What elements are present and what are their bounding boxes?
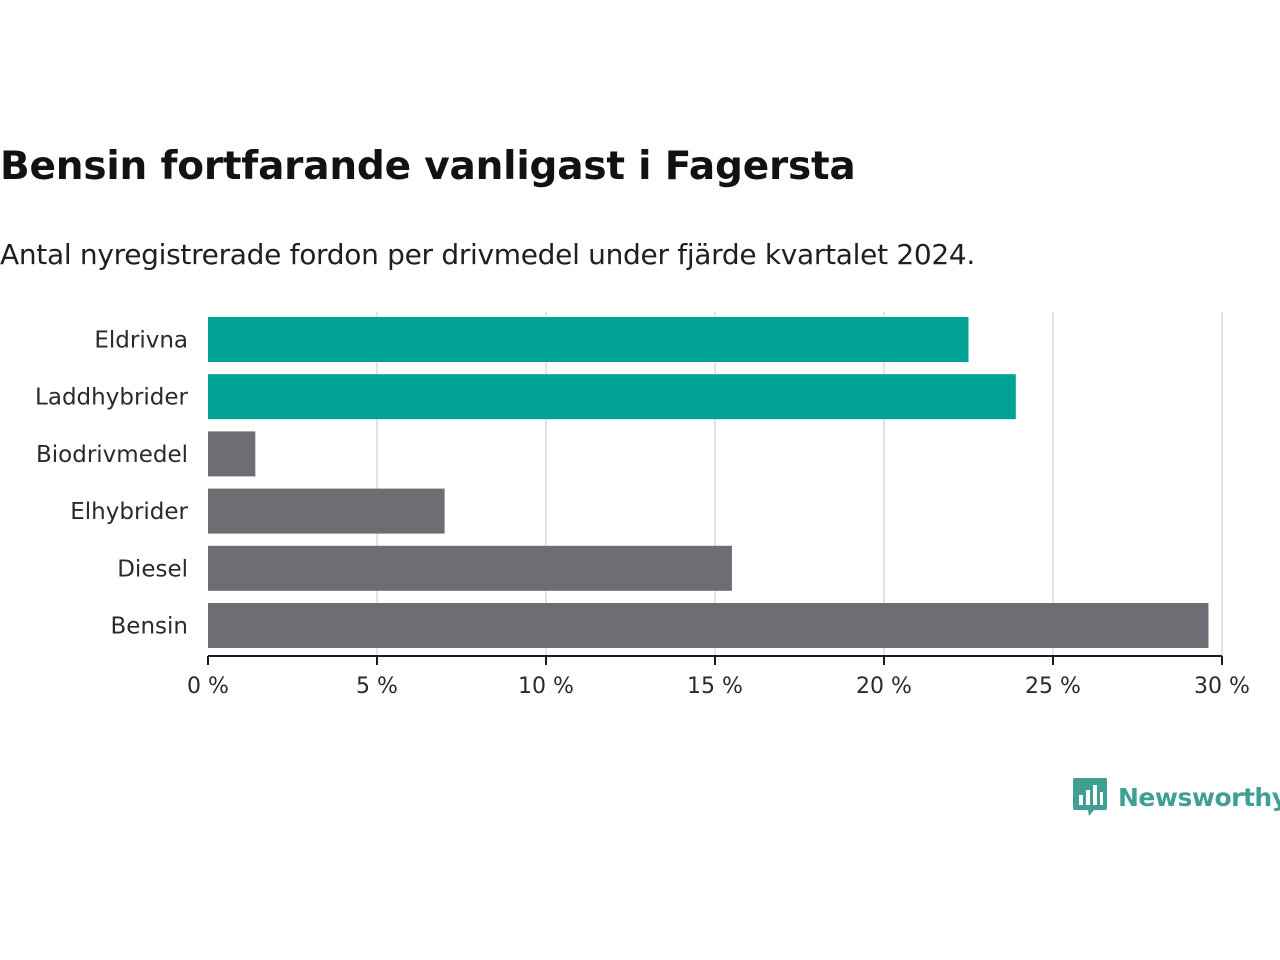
bar-chart-speech-bubble-icon <box>1073 778 1107 816</box>
bar-elhybrider <box>208 488 445 534</box>
chart-title: Bensin fortfarande vanligast i Fagersta <box>0 144 856 189</box>
category-label-eldrivna: Eldrivna <box>94 328 188 354</box>
category-label-bensin: Bensin <box>111 614 188 640</box>
category-label-elhybrider: Elhybrider <box>70 499 188 525</box>
bar-laddhybrider <box>208 374 1016 420</box>
x-tick-label: 20 % <box>856 674 912 699</box>
newsworthy-logo: Newsworthy <box>1072 776 1280 818</box>
x-tick-label: 5 % <box>356 674 398 699</box>
x-axis: 0 % 5 % 10 % 15 % 20 % 25 % 30 % <box>187 655 1250 699</box>
category-label-diesel: Diesel <box>117 556 188 582</box>
grid-layer <box>376 312 1223 656</box>
bar-chart: 0 % 5 % 10 % 15 % 20 % 25 % 30 % Eldrivna Laddh… <box>35 312 1250 699</box>
bar-diesel <box>208 545 732 591</box>
bar-bensin <box>208 603 1209 648</box>
brand-name: Newsworthy <box>1118 782 1280 812</box>
category-label-laddhybrider: Laddhybrider <box>35 385 188 411</box>
x-tick-label: 15 % <box>687 674 743 699</box>
bar-layer <box>208 317 1209 648</box>
bar-biodrivmedel <box>208 431 256 477</box>
x-tick-label: 25 % <box>1025 674 1081 699</box>
x-tick-label: 10 % <box>518 674 574 699</box>
category-label-biodrivmedel: Biodrivmedel <box>36 442 188 468</box>
chart-subtitle: Antal nyregistrerade fordon per drivmede… <box>0 238 976 271</box>
bar-eldrivna <box>208 317 969 362</box>
category-labels: Eldrivna Laddhybrider Biodrivmedel Elhybrid… <box>35 328 188 640</box>
x-tick-label: 0 % <box>187 674 229 699</box>
x-tick-label: 30 % <box>1194 674 1250 699</box>
